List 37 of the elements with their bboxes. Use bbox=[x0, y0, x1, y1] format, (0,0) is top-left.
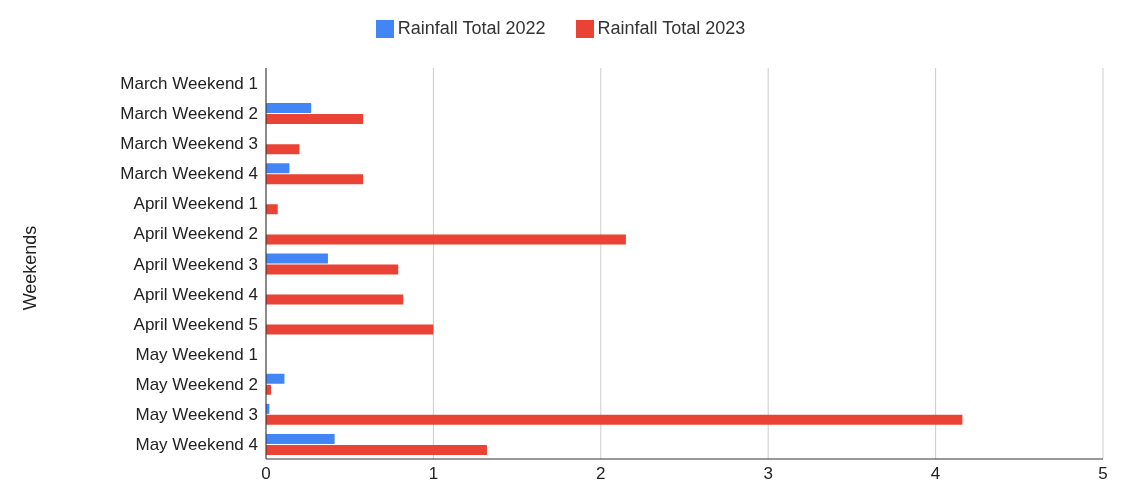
x-tick-label: 4 bbox=[930, 464, 941, 484]
y-tick-label: April Weekend 3 bbox=[133, 254, 258, 274]
x-tick-label: 2 bbox=[596, 464, 606, 484]
y-tick-label: April Weekend 5 bbox=[133, 314, 258, 334]
y-tick-label: March Weekend 4 bbox=[120, 164, 258, 184]
bar bbox=[266, 174, 364, 185]
y-tick-label: March Weekend 2 bbox=[120, 104, 258, 124]
legend-label: Rainfall Total 2023 bbox=[597, 18, 746, 38]
y-tick-label: April Weekend 1 bbox=[133, 194, 258, 214]
x-tick-label: 3 bbox=[763, 464, 773, 484]
y-tick-label: April Weekend 2 bbox=[133, 224, 258, 244]
bar bbox=[266, 264, 399, 275]
bar bbox=[266, 234, 626, 245]
bar bbox=[266, 373, 285, 384]
y-tick-label: March Weekend 3 bbox=[120, 134, 258, 154]
y-axis-title: Weekends bbox=[19, 225, 41, 311]
bar bbox=[266, 433, 335, 444]
y-tick-label: March Weekend 1 bbox=[120, 74, 258, 94]
y-tick-label: April Weekend 4 bbox=[133, 284, 258, 304]
bar bbox=[266, 204, 278, 215]
y-tick-label: May Weekend 1 bbox=[135, 344, 258, 364]
x-tick-label: 1 bbox=[428, 464, 439, 484]
y-tick-label: May Weekend 4 bbox=[135, 435, 258, 454]
bar bbox=[266, 444, 487, 455]
x-tick-label: 5 bbox=[1098, 464, 1108, 484]
bar bbox=[266, 324, 434, 335]
bar bbox=[266, 144, 300, 155]
bar bbox=[266, 414, 963, 425]
bar bbox=[266, 294, 404, 305]
x-tick-label: 0 bbox=[261, 464, 271, 484]
y-tick-label: May Weekend 3 bbox=[135, 404, 258, 424]
bar bbox=[266, 253, 328, 264]
bar bbox=[266, 103, 312, 114]
legend-label: Rainfall Total 2022 bbox=[397, 18, 546, 38]
bar bbox=[266, 163, 290, 174]
y-tick-label: May Weekend 2 bbox=[135, 374, 258, 394]
bar bbox=[266, 114, 364, 125]
